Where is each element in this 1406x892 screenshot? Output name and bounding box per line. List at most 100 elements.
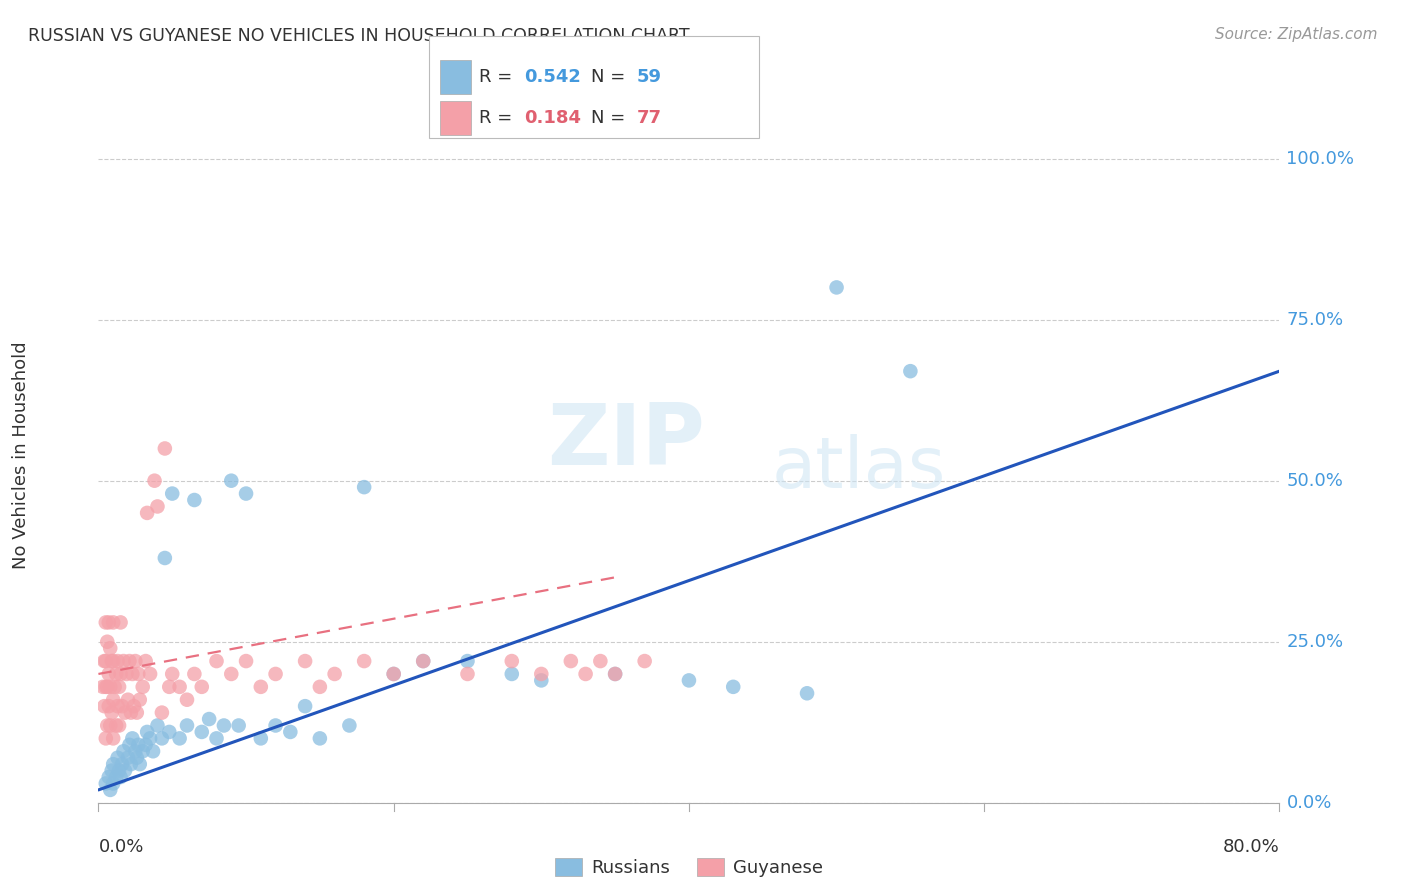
Point (191, 725, 214, 739)
Point (103, 731, 125, 746)
Point (105, 770, 128, 784)
Point (825, 280, 848, 294)
Point (94, 615, 117, 630)
Point (127, 738, 149, 752)
Point (678, 673, 700, 688)
Point (96, 680, 118, 694)
Point (294, 654, 316, 668)
Point (110, 615, 132, 630)
Text: Source: ZipAtlas.com: Source: ZipAtlas.com (1215, 27, 1378, 42)
Point (135, 654, 157, 668)
Point (107, 750, 129, 764)
Point (96, 718, 118, 732)
Point (120, 757, 142, 772)
Point (114, 764, 136, 778)
Point (139, 731, 162, 746)
Point (235, 654, 257, 668)
Text: 0.0%: 0.0% (98, 838, 143, 856)
Point (91, 680, 114, 694)
Point (111, 757, 134, 772)
Point (117, 750, 139, 764)
Point (100, 654, 122, 668)
Point (176, 718, 198, 732)
Point (589, 654, 612, 668)
Point (219, 667, 242, 681)
Point (115, 667, 138, 681)
Point (107, 654, 129, 668)
Point (157, 725, 180, 739)
Point (309, 680, 332, 694)
Point (108, 764, 131, 778)
Point (191, 680, 214, 694)
Point (633, 654, 655, 668)
Point (125, 706, 148, 720)
Text: RUSSIAN VS GUYANESE NO VEHICLES IN HOUSEHOLD CORRELATION CHART: RUSSIAN VS GUYANESE NO VEHICLES IN HOUSE… (28, 27, 690, 45)
Point (162, 486, 183, 500)
Point (157, 680, 180, 694)
Point (128, 692, 150, 706)
Point (353, 480, 375, 494)
Point (382, 667, 405, 681)
Point (93, 654, 115, 668)
Text: 0.184: 0.184 (524, 109, 582, 127)
Point (108, 680, 131, 694)
Point (118, 654, 141, 668)
Point (796, 686, 818, 700)
Point (205, 731, 228, 746)
Point (98, 641, 121, 656)
Point (135, 738, 157, 752)
Point (121, 731, 143, 746)
Point (108, 718, 131, 732)
Point (103, 757, 125, 772)
Point (97, 615, 120, 630)
Point (169, 731, 191, 746)
Point (100, 764, 122, 778)
Point (97, 699, 120, 714)
Point (120, 706, 142, 720)
Point (235, 486, 257, 500)
Text: N =: N = (591, 109, 630, 127)
Point (250, 680, 273, 694)
Point (250, 731, 273, 746)
Point (142, 744, 165, 758)
Text: R =: R = (479, 109, 519, 127)
Point (228, 718, 250, 732)
Text: R =: R = (479, 68, 519, 86)
Point (111, 699, 134, 714)
Point (143, 474, 166, 488)
Point (128, 757, 150, 772)
Point (117, 692, 139, 706)
Point (103, 692, 125, 706)
Point (98, 718, 121, 732)
Point (105, 718, 128, 732)
Point (98, 783, 121, 797)
Legend: Russians, Guyanese: Russians, Guyanese (547, 850, 831, 884)
Point (139, 667, 162, 681)
Point (96, 634, 118, 648)
Point (103, 654, 125, 668)
Point (132, 680, 155, 694)
Point (114, 706, 136, 720)
Text: 50.0%: 50.0% (1286, 472, 1343, 490)
Point (97, 667, 120, 681)
Point (94, 680, 117, 694)
Text: N =: N = (591, 68, 630, 86)
Point (125, 750, 148, 764)
Point (176, 692, 198, 706)
Point (150, 706, 173, 720)
Text: 80.0%: 80.0% (1223, 838, 1279, 856)
Point (456, 667, 478, 681)
Point (353, 654, 375, 668)
Text: 0.0%: 0.0% (1286, 794, 1331, 812)
Point (530, 673, 553, 688)
Point (412, 654, 434, 668)
Point (900, 364, 922, 378)
Point (146, 500, 169, 514)
Point (605, 667, 627, 681)
Point (97, 770, 120, 784)
Point (110, 770, 132, 784)
Point (121, 667, 143, 681)
Point (169, 680, 191, 694)
Point (205, 654, 228, 668)
Text: 25.0%: 25.0% (1286, 632, 1344, 651)
